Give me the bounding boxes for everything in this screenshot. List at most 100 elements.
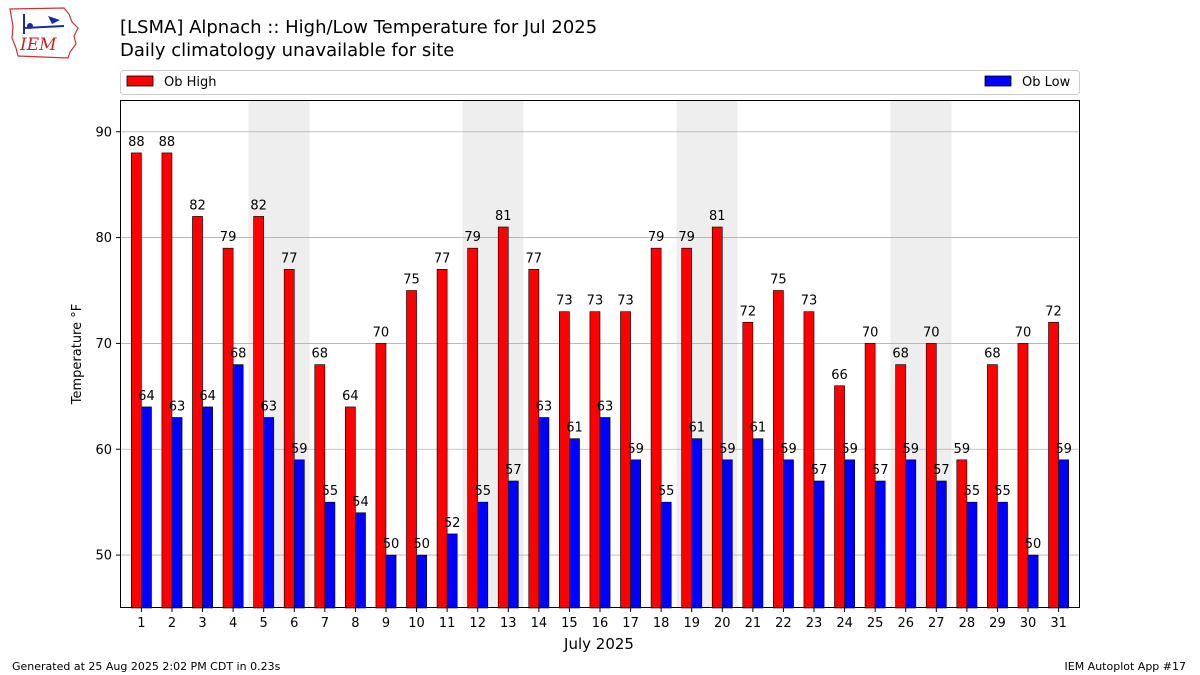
- bar-low-day-7: [324, 501, 336, 609]
- xtick-label-18: 18: [653, 616, 670, 631]
- bar-low-day-11: [446, 533, 458, 609]
- bar-high-day-4: [222, 247, 234, 609]
- xtick-label-8: 8: [351, 616, 359, 631]
- label-low-day-8: 54: [352, 495, 369, 510]
- bar-high-day-9: [375, 343, 387, 609]
- bar-high-day-13: [497, 226, 509, 609]
- xtick-label-20: 20: [714, 616, 731, 631]
- bar-low-day-17: [630, 459, 641, 609]
- label-low-day-17: 59: [627, 442, 644, 457]
- bar-high-day-24: [834, 385, 845, 609]
- label-low-day-27: 57: [933, 463, 950, 478]
- xtick-label-28: 28: [959, 616, 976, 631]
- label-high-day-2: 88: [159, 135, 176, 150]
- xtick-label-10: 10: [408, 616, 425, 631]
- label-low-day-23: 57: [811, 463, 828, 478]
- xtick-label-12: 12: [469, 616, 486, 631]
- xtick-label-21: 21: [745, 616, 762, 631]
- bar-low-day-27: [936, 480, 947, 609]
- label-high-day-8: 64: [342, 389, 359, 404]
- label-high-day-18: 79: [648, 230, 665, 245]
- bar-high-day-10: [406, 290, 417, 609]
- xtick-label-26: 26: [897, 616, 914, 631]
- ytick-label-90: 90: [95, 125, 112, 140]
- xtick-label-11: 11: [439, 616, 456, 631]
- xtick-label-23: 23: [806, 616, 823, 631]
- bar-high-day-28: [956, 459, 968, 609]
- label-high-day-6: 77: [281, 251, 298, 266]
- xtick-label-5: 5: [260, 616, 268, 631]
- bar-low-day-28: [966, 501, 978, 609]
- label-high-day-22: 75: [770, 273, 787, 288]
- x-axis-ticks: 1 2 3 4 5 6 7 8 9 10 11 12 13 14 15 16 17 18 19 20 21 22 23 24 2…: [137, 608, 1067, 631]
- label-high-day-15: 73: [556, 294, 573, 309]
- bar-low-day-21: [752, 438, 764, 609]
- xtick-label-4: 4: [229, 616, 237, 631]
- xtick-label-31: 31: [1050, 616, 1067, 631]
- label-low-day-2: 63: [169, 400, 186, 415]
- label-low-day-31: 59: [1055, 442, 1072, 457]
- label-low-day-16: 63: [597, 400, 614, 415]
- bar-low-day-2: [171, 417, 183, 609]
- legend: Ob High Ob Low: [120, 70, 1080, 95]
- label-low-day-7: 55: [322, 484, 339, 499]
- xtick-label-24: 24: [836, 616, 853, 631]
- bar-high-day-11: [436, 269, 448, 609]
- bar-low-day-19: [691, 438, 703, 609]
- iowa-outline-icon: [9, 7, 79, 59]
- label-high-day-5: 82: [250, 198, 267, 213]
- legend-frame: [120, 70, 1080, 95]
- xtick-label-15: 15: [561, 616, 578, 631]
- label-low-day-25: 57: [872, 463, 889, 478]
- bar-low-day-3: [202, 406, 213, 609]
- label-low-day-4: 68: [230, 347, 247, 362]
- ytick-label-70: 70: [95, 337, 112, 352]
- xtick-label-17: 17: [622, 616, 639, 631]
- chart-subtitle: Daily climatology unavailable for site: [120, 40, 455, 61]
- label-low-day-24: 59: [841, 442, 858, 457]
- bar-high-day-26: [895, 364, 907, 609]
- logo-text: IEM: [19, 35, 57, 55]
- bar-high-day-2: [161, 152, 173, 609]
- label-low-day-20: 59: [719, 442, 736, 457]
- footer-app: IEM Autoplot App #17: [1064, 660, 1187, 673]
- label-low-day-26: 59: [903, 442, 920, 457]
- xtick-label-2: 2: [168, 616, 176, 631]
- label-high-day-11: 77: [434, 251, 451, 266]
- xtick-label-25: 25: [867, 616, 884, 631]
- chart-title: [LSMA] Alpnach :: High/Low Temperature f…: [120, 17, 598, 38]
- bar-low-day-24: [844, 459, 855, 609]
- bar-low-day-20: [721, 459, 733, 609]
- bar-low-day-8: [355, 512, 366, 609]
- label-low-day-14: 63: [536, 400, 553, 415]
- bar-low-day-1: [141, 406, 152, 609]
- legend-swatch-high: [126, 75, 154, 87]
- y-axis-label: Temperature °F: [70, 304, 85, 405]
- bar-low-day-13: [507, 480, 519, 609]
- label-high-day-23: 73: [801, 294, 818, 309]
- bar-low-day-15: [569, 438, 580, 609]
- label-low-day-11: 52: [444, 516, 461, 531]
- bar-low-day-26: [905, 459, 917, 609]
- xtick-label-9: 9: [382, 616, 390, 631]
- label-high-day-19: 79: [678, 230, 695, 245]
- label-low-day-9: 50: [383, 537, 400, 552]
- iem-logo: IEM: [9, 7, 79, 59]
- label-high-day-10: 75: [403, 273, 420, 288]
- xtick-label-14: 14: [531, 616, 548, 631]
- bar-high-day-1: [131, 152, 142, 609]
- label-low-day-30: 50: [1025, 537, 1042, 552]
- label-high-day-12: 79: [464, 230, 481, 245]
- label-high-day-30: 70: [1015, 325, 1032, 340]
- bar-low-day-5: [263, 417, 275, 609]
- label-low-day-22: 59: [780, 442, 797, 457]
- xtick-label-1: 1: [137, 616, 145, 631]
- bar-low-day-22: [783, 459, 794, 609]
- bar-high-day-18: [650, 247, 662, 609]
- label-high-day-27: 70: [923, 325, 940, 340]
- label-low-day-28: 55: [964, 484, 981, 499]
- xtick-label-27: 27: [928, 616, 945, 631]
- bar-low-day-6: [293, 459, 305, 609]
- y-axis-ticks: 50 60 70 80 90: [95, 125, 120, 564]
